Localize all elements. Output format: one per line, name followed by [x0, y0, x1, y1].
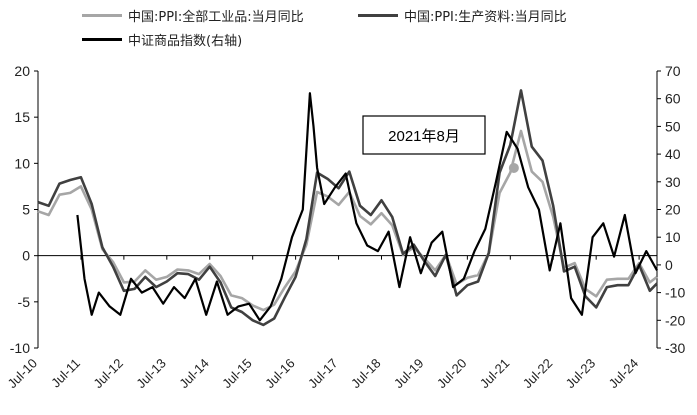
series-layer [37, 89, 658, 327]
series-line-commodity-index [76, 92, 658, 322]
right-tick-label: 30 [665, 174, 681, 190]
right-tick-label: -10 [665, 285, 685, 301]
annotation: 2021年8月 [362, 115, 486, 155]
right-tick-label: 10 [665, 229, 681, 245]
left-tick-label: -10 [10, 340, 30, 356]
legend-item-ppi-all: 中国:PPI:全部工业品:当月同比 [82, 6, 304, 25]
x-tick-label: Jul-13 [133, 356, 169, 392]
legend-swatch-commodity-index [82, 38, 122, 41]
annotation-text: 2021年8月 [388, 128, 460, 145]
right-tick-label: 50 [665, 118, 681, 134]
left-tick-label: -5 [18, 294, 31, 310]
left-tick-label: 20 [14, 63, 30, 79]
legend-swatch-ppi-all [82, 14, 122, 17]
series-line-ppi-production [37, 89, 658, 327]
right-tick-label: 60 [665, 91, 681, 107]
legend-swatch-ppi-production [358, 14, 398, 17]
x-tick-label: Jul-17 [305, 356, 341, 392]
legend-item-ppi-production: 中国:PPI:生产资料:当月同比 [358, 6, 567, 25]
legend-label-commodity-index: 中证商品指数(右轴) [128, 34, 243, 49]
right-axis: -30 -20 -10 0 10 20 30 40 50 60 70 [656, 63, 685, 356]
right-tick-label: 40 [665, 146, 681, 162]
x-tick-label: Jul-11 [48, 356, 83, 391]
x-tick-label: Jul-12 [90, 356, 126, 392]
highlight-point [508, 162, 519, 173]
legend-item-commodity-index: 中证商品指数(右轴) [82, 30, 242, 49]
right-tick-label: -30 [665, 340, 685, 356]
series-line-ppi-all [37, 129, 658, 312]
x-tick-label: Jul-19 [391, 356, 427, 392]
legend-label-ppi-production: 中国:PPI:生产资料:当月同比 [404, 10, 567, 25]
x-tick-label: Jul-16 [262, 356, 298, 392]
annotation-box [362, 115, 486, 155]
x-axis: Jul-10 Jul-11 Jul-12 Jul-13 Jul-14 Jul-15 Jul-… [4, 255, 657, 392]
left-tick-label: 5 [22, 202, 30, 218]
x-tick-label: Jul-15 [219, 356, 255, 392]
left-tick-label: 15 [14, 109, 30, 125]
x-tick-label: Jul-18 [348, 356, 384, 392]
right-tick-label: -20 [665, 312, 685, 328]
right-tick-label: 20 [665, 202, 681, 218]
x-tick-label: Jul-14 [176, 356, 212, 392]
x-tick-label: Jul-20 [434, 356, 470, 392]
x-tick-label: Jul-22 [520, 356, 556, 392]
right-tick-label: 0 [665, 257, 673, 273]
x-tick-label: Jul-21 [477, 356, 513, 392]
left-tick-label: 10 [14, 155, 30, 171]
right-tick-label: 70 [665, 63, 681, 79]
x-tick-label: Jul-10 [4, 356, 40, 392]
legend-label-ppi-all: 中国:PPI:全部工业品:当月同比 [128, 10, 304, 25]
left-axis: -10 -5 0 5 10 15 20 [10, 63, 39, 356]
left-tick-label: 0 [22, 248, 30, 264]
x-tick-label: Jul-23 [563, 356, 599, 392]
x-tick-label: Jul-24 [606, 356, 642, 392]
